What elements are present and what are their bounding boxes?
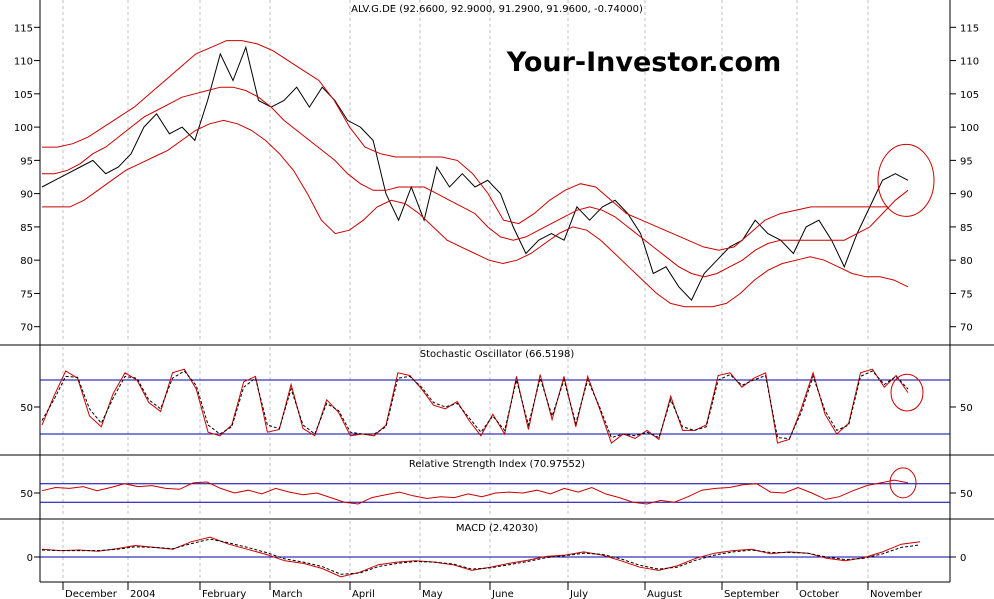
rsi-panel-title: Relative Strength Index (70.97552) [409,459,585,470]
y-tick-label-right: 95 [960,156,973,167]
y-tick-label-left: 110 [14,57,33,68]
macd-panel-title: MACD (2.42030) [456,523,538,534]
y-tick-label-left: 50 [20,489,33,500]
y-tick-label-left: 80 [20,256,33,267]
x-tick-label: 2004 [130,589,155,599]
price-series-2 [42,40,888,251]
y-tick-label-left: 95 [20,156,33,167]
y-tick-label-left: 50 [20,403,33,414]
x-tick-label: July [569,589,588,599]
y-tick-label-right: 50 [960,403,973,414]
x-tick-label: February [202,589,246,599]
y-tick-label-left: 85 [20,223,33,234]
highlight-circle [889,467,917,499]
brand-watermark: Your-Investor.com [506,47,781,78]
price-series-3 [42,119,909,308]
x-tick-label: October [799,589,840,599]
x-tick-label: November [870,589,923,599]
y-tick-label-right: 85 [960,223,973,234]
stochastic-series-0 [41,368,909,444]
y-tick-label-left: 70 [20,323,33,334]
y-tick-label-right: 105 [960,90,979,101]
price-series-1 [42,86,909,278]
macd-series-1 [41,538,921,575]
y-tick-label-left: 75 [20,289,33,300]
y-tick-label-left: 0 [27,553,33,564]
price-series-0 [41,45,909,301]
y-tick-label-left: 115 [14,23,33,34]
x-tick-label: June [491,589,514,599]
y-tick-label-right: 100 [960,123,979,134]
x-tick-label: March [272,589,302,599]
y-tick-label-right: 90 [960,190,973,201]
x-tick-label: August [647,589,682,599]
y-tick-label-left: 100 [14,123,33,134]
highlight-circles [877,143,935,499]
y-tick-label-right: 0 [960,553,966,564]
y-axis-ticks: 70 70 75 75 80 80 85 85 90 90 95 95 100 100 105 105 110 1… [14,23,979,564]
price-panel-title: ALV.G.DE (92.6600, 92.9000, 91.2900, 91.… [351,4,643,15]
y-tick-label-left: 90 [20,190,33,201]
stochastic-panel-title: Stochastic Oscillator (66.5198) [420,349,575,360]
x-tick-label: September [724,589,780,599]
month-gridlines [62,0,869,580]
highlight-circle [890,373,924,412]
x-tick-label: May [422,589,443,599]
y-tick-label-right: 50 [960,489,973,500]
x-tick-label: December [65,589,118,599]
y-tick-label-right: 110 [960,57,979,68]
x-tick-label: April [352,589,375,599]
highlight-circle [877,143,935,217]
panel-frames [0,0,994,583]
y-tick-label-left: 105 [14,90,33,101]
y-tick-label-right: 70 [960,323,973,334]
series-lines [41,40,921,578]
y-tick-label-right: 115 [960,23,979,34]
y-tick-label-right: 80 [960,256,973,267]
x-axis-ticks: December 2004 February March April May June Jul… [62,582,923,599]
rsi-series-0 [41,479,909,505]
y-tick-label-right: 75 [960,289,973,300]
